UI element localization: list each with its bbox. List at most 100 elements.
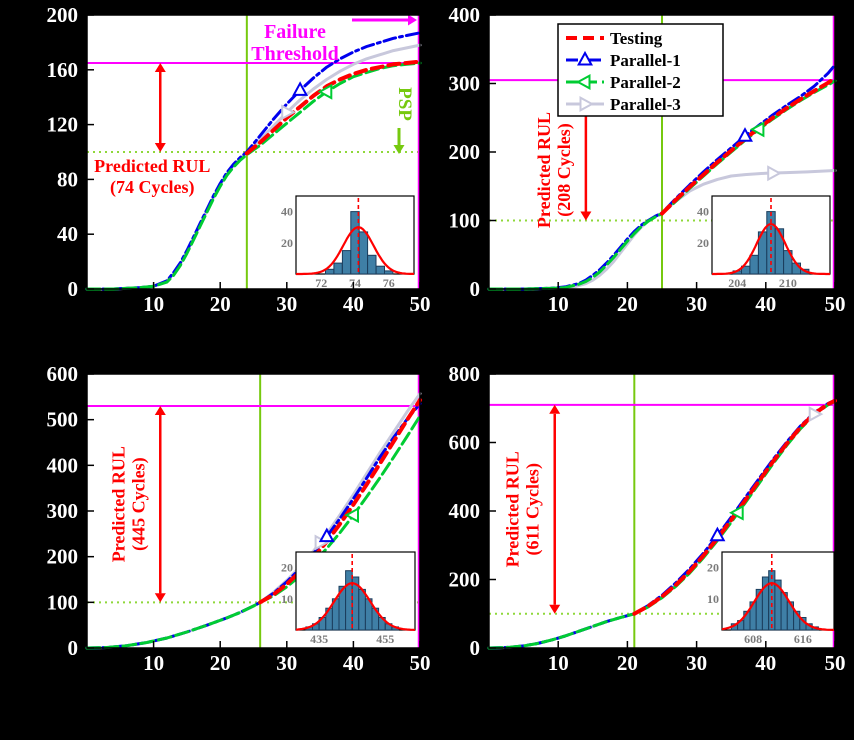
y-tick-label: 800 [449, 362, 481, 386]
arrowhead [393, 145, 405, 154]
up-triangle-marker [292, 81, 309, 96]
arrowhead [154, 63, 166, 72]
y-tick-label: 0 [470, 636, 481, 660]
inset-histogram: 72 74 76 20 40 [281, 195, 415, 290]
y-tick-label: 0 [68, 636, 79, 660]
x-tick-label: 30 [276, 651, 297, 675]
x-tick-label: 50 [825, 651, 846, 675]
inset-x-tick-label: 210 [779, 276, 797, 290]
hist-bar [768, 570, 776, 631]
y-tick-label: 200 [47, 3, 79, 27]
left-triangle-marker [317, 83, 333, 100]
hist-bar [341, 250, 352, 275]
inset-x-tick-label: 72 [315, 276, 327, 290]
inset-y-tick-label: 10 [281, 592, 293, 606]
y-tick-label: 100 [47, 590, 79, 614]
hist-bar [375, 265, 386, 275]
y-tick-label: 160 [47, 58, 79, 82]
rul-label-line1: Predicted RUL [94, 156, 210, 176]
y-tick-label: 120 [47, 113, 79, 137]
x-tick-label: 40 [755, 292, 776, 316]
left-triangle-marker [749, 121, 765, 138]
y-tick-label: 200 [449, 140, 481, 164]
hist-fit-curve [721, 582, 834, 631]
y-tick-label: 400 [449, 499, 481, 523]
rul-label-line2: (611 Cycles) [523, 463, 544, 555]
inset-x-tick-label: 616 [794, 632, 812, 646]
hist-bar [384, 270, 394, 275]
inset-x-tick-label: 74 [349, 276, 361, 290]
up-triangle-marker [318, 527, 335, 543]
arrowhead [154, 593, 166, 603]
arrowhead [549, 404, 561, 414]
inset-y-tick-label: 40 [697, 205, 709, 219]
legend-label-parallel2: Parallel-2 [610, 73, 681, 92]
hist-bar [367, 254, 377, 275]
x-tick-label: 40 [343, 651, 364, 675]
hist-bar [333, 262, 343, 275]
arrowhead [549, 604, 561, 614]
inset-x-tick-label: 435 [310, 632, 328, 646]
y-tick-label: 400 [47, 453, 79, 477]
x-tick-label: 50 [825, 292, 846, 316]
x-tick-label: 10 [548, 651, 569, 675]
arrowhead [408, 14, 417, 26]
inset-y-tick-label: 20 [281, 561, 293, 575]
inset-histogram: 608 616 10 20 [707, 551, 835, 646]
x-tick-label: 20 [617, 651, 638, 675]
x-tick-label: 30 [276, 292, 297, 316]
arrowhead [154, 143, 166, 152]
annotation-text: Threshold [251, 43, 338, 65]
annotation-text: PSP [394, 87, 415, 121]
hist-fit-curve [296, 226, 414, 276]
rul-label-line2: (74 Cycles) [110, 177, 194, 198]
up-triangle-marker [737, 127, 753, 142]
x-tick-label: 10 [548, 292, 569, 316]
rul-label-line1: Predicted RUL [108, 446, 128, 562]
rul-label-line2: (445 Cycles) [128, 457, 149, 550]
subplot-a: 72 74 76 20 40 Predicted RUL(74 Cycles) Failur… [47, 3, 431, 316]
inset-y-tick-label: 40 [281, 205, 293, 219]
inset-histogram: 204 210 20 40 [697, 195, 831, 290]
inset-y-tick-label: 20 [697, 236, 709, 250]
x-tick-label: 30 [686, 651, 707, 675]
x-tick-label: 20 [617, 292, 638, 316]
series-testing [244, 59, 422, 156]
rul-label-line2: (208 Cycles) [554, 123, 575, 216]
y-tick-label: 0 [68, 277, 79, 301]
y-tick-label: 300 [47, 499, 79, 523]
left-triangle-marker [729, 504, 744, 521]
legend: Testing Parallel-1 Parallel-2 Parallel-3 [557, 23, 724, 117]
series-testing [660, 76, 837, 216]
y-tick-label: 400 [449, 3, 481, 27]
series-parallel2 [85, 61, 422, 291]
y-tick-label: 300 [449, 72, 481, 96]
y-tick-label: 100 [449, 209, 481, 233]
x-tick-label: 40 [343, 292, 364, 316]
plot-frame [86, 14, 421, 290]
hist-bar [345, 570, 353, 631]
x-tick-label: 20 [210, 651, 231, 675]
right-triangle-marker [281, 104, 296, 121]
series-parallel2 [85, 414, 422, 650]
x-tick-label: 10 [143, 292, 164, 316]
hist-bar [749, 254, 759, 275]
arrowhead [580, 211, 592, 221]
inset-x-tick-label: 608 [744, 632, 762, 646]
left-triangle-marker [575, 74, 591, 90]
inset-x-tick-label: 204 [728, 276, 746, 290]
right-triangle-marker [808, 406, 824, 423]
x-tick-label: 10 [143, 651, 164, 675]
x-tick-label: 20 [210, 292, 231, 316]
legend-label-parallel1: Parallel-1 [610, 51, 681, 70]
inset-x-tick-label: 76 [383, 276, 395, 290]
inset-x-tick-label: 455 [376, 632, 394, 646]
rul-label-line1: Predicted RUL [534, 112, 554, 228]
left-triangle-marker [344, 507, 359, 524]
x-tick-label: 50 [410, 651, 431, 675]
rul-label-line1: Predicted RUL [503, 451, 523, 567]
up-triangle-marker [577, 50, 593, 66]
x-tick-label: 50 [410, 292, 431, 316]
